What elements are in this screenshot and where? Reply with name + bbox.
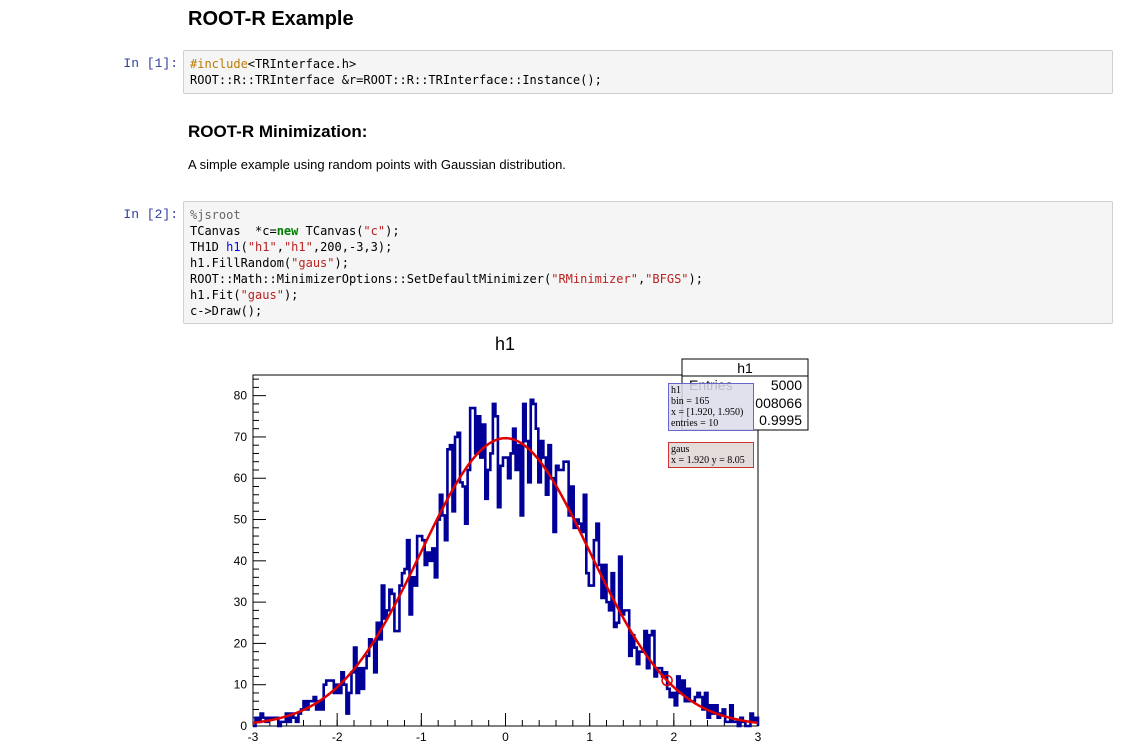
plot-axes: 0 10 20 30 40 50 60 70 80 -3 -2 -1 0 1 2 3: [234, 374, 762, 744]
y-tick-label: 10: [234, 678, 248, 692]
cell1-prompt: In [1]:: [123, 56, 178, 71]
code-token: );: [385, 224, 400, 238]
y-tick-label: 70: [234, 430, 248, 444]
x-tick-label: 1: [586, 730, 593, 744]
code-token: "gaus": [291, 256, 335, 270]
tooltip-line: gaus: [671, 444, 690, 455]
chart-title: h1: [495, 334, 515, 354]
y-tick-label: 30: [234, 595, 248, 609]
code-token: "h1": [247, 240, 277, 254]
x-tick-label: -3: [248, 730, 259, 744]
fit-point-marker: [661, 674, 673, 687]
gaus-fit-curve[interactable]: [252, 436, 759, 725]
code-token: new: [276, 224, 299, 238]
stats-title: h1: [737, 360, 753, 376]
code-token: );: [283, 288, 299, 302]
x-tick-label: 0: [502, 730, 509, 744]
code-cell-1-source[interactable]: #include<TRInterface.h>ROOT::R::TRInterf…: [184, 51, 1112, 93]
code-token: TH1D: [190, 240, 227, 254]
tooltip-line: entries = 10: [671, 418, 719, 429]
y-tick-label: 60: [234, 471, 248, 485]
code-token: ROOT::Math::MinimizerOptions::SetDefault…: [190, 272, 552, 286]
code-token: "BFGS": [645, 272, 689, 286]
code-token: );: [688, 272, 703, 286]
code-token: ,: [276, 240, 284, 254]
code-token: (: [240, 240, 248, 254]
section-heading: ROOT-R Minimization:: [188, 122, 368, 141]
cell2-prompt: In [2]:: [123, 207, 178, 222]
code-line: %jsroot: [190, 208, 241, 222]
histogram-tooltip: h1 bin = 165 x = [1.920, 1.950) entries …: [668, 383, 754, 431]
y-tick-label: 50: [234, 513, 248, 527]
tooltip-line: h1: [671, 385, 681, 396]
stats-stddev-value: 0.9995: [759, 412, 802, 428]
code-token: TCanvas *c=: [190, 224, 277, 238]
x-tick-label: -1: [416, 730, 427, 744]
code-token: "gaus": [240, 288, 284, 302]
y-tick-label: 80: [234, 389, 248, 403]
tooltip-line: bin = 165: [671, 396, 710, 407]
y-tick-label: 40: [234, 554, 248, 568]
x-tick-label: 2: [670, 730, 677, 744]
code-cell-2[interactable]: %jsroot TCanvas *c=new TCanvas("c"); TH1D …: [183, 201, 1113, 324]
code-token: #include: [190, 57, 248, 71]
x-tick-label: 3: [755, 730, 762, 744]
code-cell-2-source[interactable]: %jsroot TCanvas *c=new TCanvas("c"); TH1D …: [184, 202, 1112, 324]
code-token: ,: [637, 272, 646, 286]
code-token: "c": [363, 224, 386, 238]
code-token: h1.FillRandom(: [190, 256, 292, 270]
tooltip-line: x = [1.920, 1.950): [671, 407, 744, 418]
y-tick-label: 0: [240, 719, 247, 733]
x-tick-label: -2: [332, 730, 343, 744]
stats-entries-value: 5000: [771, 377, 802, 393]
code-cell-1[interactable]: #include<TRInterface.h>ROOT::R::TRInterf…: [183, 50, 1113, 94]
code-token: ,200,-3,3);: [312, 240, 393, 254]
code-token: h1: [226, 240, 241, 254]
code-token: "h1": [283, 240, 313, 254]
y-tick-label: 20: [234, 636, 248, 650]
code-token: );: [334, 256, 349, 270]
code-token: "RMinimizer": [551, 272, 638, 286]
code-line: ROOT::R::TRInterface &r=ROOT::R::TRInter…: [190, 73, 602, 87]
code-token: TCanvas(: [298, 224, 364, 238]
histogram-series[interactable]: [253, 398, 760, 728]
notebook-title: ROOT-R Example: [188, 8, 354, 30]
section-description: A simple example using random points wit…: [188, 157, 566, 172]
fit-tooltip: gaus x = 1.920 y = 8.05: [668, 442, 754, 468]
code-line: c->Draw();: [190, 304, 263, 318]
stats-mean-value: 008066: [755, 395, 802, 411]
code-token: <TRInterface.h>: [247, 57, 357, 71]
tooltip-line: x = 1.920 y = 8.05: [671, 455, 745, 466]
code-token: h1.Fit(: [190, 288, 241, 302]
